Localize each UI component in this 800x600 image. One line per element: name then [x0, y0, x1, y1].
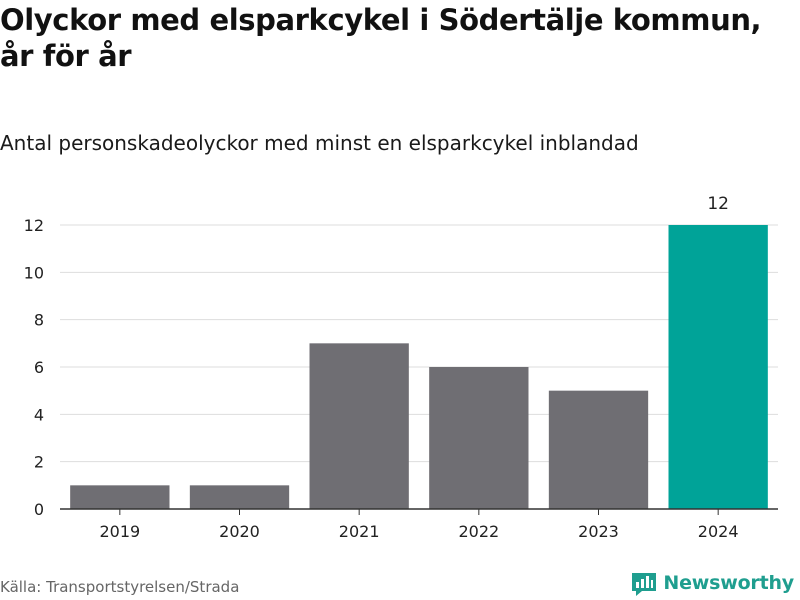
chart-title-line-1: Olyckor med elsparkcykel i Södertälje ko… — [0, 3, 762, 37]
source-note: Källa: Transportstyrelsen/Strada — [0, 578, 240, 596]
y-tick-label: 8 — [34, 311, 44, 330]
y-tick-label: 12 — [24, 216, 44, 235]
x-tick-label: 2020 — [219, 522, 260, 541]
newsworthy-logo-icon — [632, 573, 657, 596]
x-tick-label: 2021 — [339, 522, 380, 541]
bar-2021 — [309, 343, 409, 509]
bar-2020 — [189, 485, 290, 509]
x-tick-label: 2023 — [578, 522, 619, 541]
brand-logo: Newsworthy — [631, 570, 794, 596]
bar-chart: 0 2 4 6 8 10 12 2019 2020 2021 2022 2023 2024 12 — [24, 194, 778, 541]
chart-title: Olyckor med elsparkcykel i Södertälje ko… — [0, 2, 800, 74]
y-tick-label: 6 — [34, 358, 44, 377]
chart-title-line-2: år för år — [0, 39, 132, 73]
bars — [70, 225, 768, 509]
x-tick-label: 2024 — [698, 522, 739, 541]
data-labels: 12 — [707, 194, 729, 214]
y-tick-label: 0 — [34, 500, 44, 519]
axes: 0 2 4 6 8 10 12 2019 2020 2021 2022 2023 2024 — [24, 216, 778, 541]
y-tick-label: 2 — [34, 453, 44, 472]
chart-subtitle: Antal personskadeolyckor med minst en el… — [0, 131, 639, 155]
x-tick-label: 2022 — [458, 522, 499, 541]
y-tick-label: 10 — [24, 263, 44, 282]
brand-name: Newsworthy — [663, 572, 794, 594]
x-tick-label: 2019 — [99, 522, 140, 541]
bar-2022 — [429, 367, 529, 509]
gridlines — [60, 224, 778, 463]
y-tick-label: 4 — [34, 405, 44, 424]
bar-2023 — [548, 390, 649, 509]
data-label-2024: 12 — [707, 194, 729, 214]
bar-2019 — [70, 485, 170, 509]
bar-2024 — [668, 225, 768, 509]
